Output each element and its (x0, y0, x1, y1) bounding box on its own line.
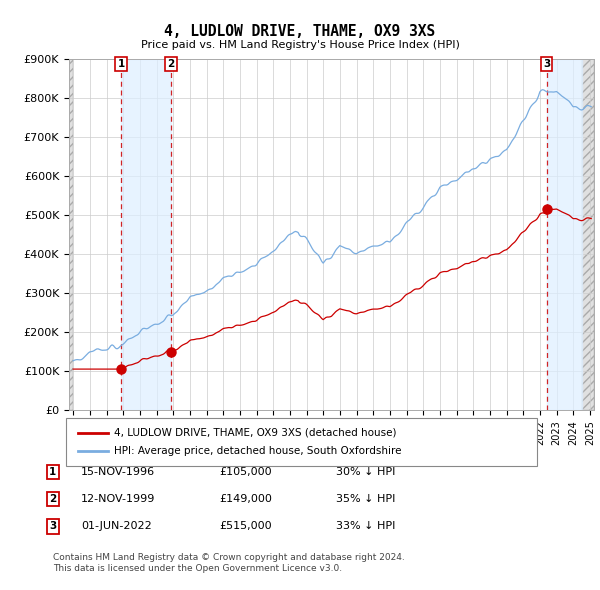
Text: 30% ↓ HPI: 30% ↓ HPI (336, 467, 395, 477)
Bar (121, 59, 171, 410)
Text: HPI: Average price, detached house, South Oxfordshire: HPI: Average price, detached house, Sout… (114, 446, 401, 456)
Text: 15-NOV-1996: 15-NOV-1996 (81, 467, 155, 477)
Text: 12-NOV-1999: 12-NOV-1999 (81, 494, 155, 504)
Text: 4, LUDLOW DRIVE, THAME, OX9 3XS (detached house): 4, LUDLOW DRIVE, THAME, OX9 3XS (detache… (114, 428, 397, 438)
Text: 1: 1 (49, 467, 56, 477)
Text: 3: 3 (49, 522, 56, 531)
Text: 2: 2 (167, 59, 175, 69)
Bar (547, 59, 581, 410)
Text: Price paid vs. HM Land Registry's House Price Index (HPI): Price paid vs. HM Land Registry's House … (140, 40, 460, 50)
Text: 33% ↓ HPI: 33% ↓ HPI (336, 522, 395, 531)
Text: 35% ↓ HPI: 35% ↓ HPI (336, 494, 395, 504)
Text: 3: 3 (543, 59, 550, 69)
Bar (581, 59, 594, 410)
Text: £149,000: £149,000 (219, 494, 272, 504)
Text: £515,000: £515,000 (219, 522, 272, 531)
Text: 1: 1 (118, 59, 125, 69)
Text: Contains HM Land Registry data © Crown copyright and database right 2024.
This d: Contains HM Land Registry data © Crown c… (53, 553, 404, 573)
Bar (69, 59, 73, 410)
Text: £105,000: £105,000 (219, 467, 272, 477)
Text: 2: 2 (49, 494, 56, 504)
Text: 4, LUDLOW DRIVE, THAME, OX9 3XS: 4, LUDLOW DRIVE, THAME, OX9 3XS (164, 24, 436, 38)
Text: 01-JUN-2022: 01-JUN-2022 (81, 522, 152, 531)
